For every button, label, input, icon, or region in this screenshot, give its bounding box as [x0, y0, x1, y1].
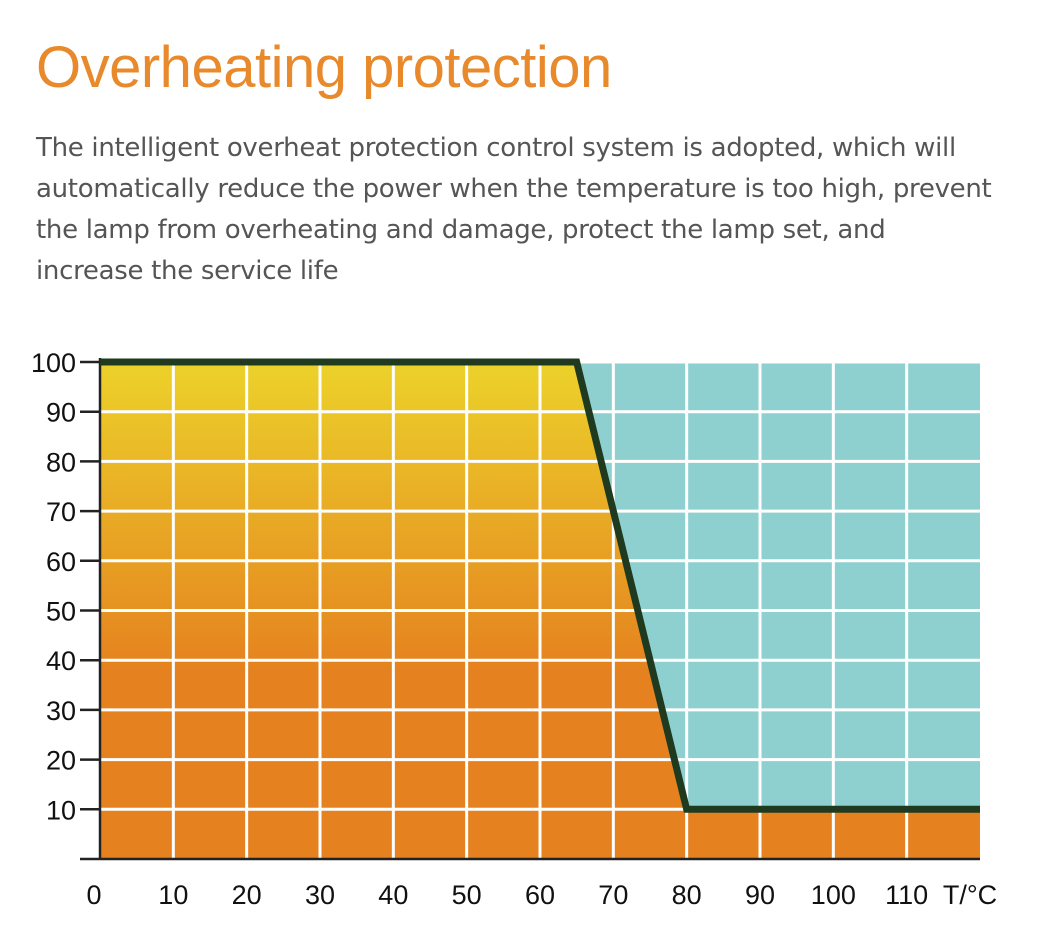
y-tick-label: 60	[46, 547, 76, 577]
y-tick-label: 10	[46, 795, 76, 825]
x-tick-label: 70	[598, 880, 628, 910]
y-tick-label: 90	[46, 398, 76, 428]
description-text: The intelligent overheat protection cont…	[36, 133, 992, 286]
x-tick-label: 30	[305, 880, 335, 910]
page-title: Overheating protection	[36, 35, 612, 100]
x-tick-label: 100	[811, 880, 856, 910]
y-tick-label: 20	[46, 746, 76, 776]
x-tick-label: 50	[452, 880, 482, 910]
x-tick-label: 40	[378, 880, 408, 910]
x-tick-label: 90	[745, 880, 775, 910]
y-tick-label: 50	[46, 597, 76, 627]
tick-labels: 10 20 30 40 50 60 70 80 90 100 0 10 20 30 40 50 60 70 80 90…	[31, 348, 997, 910]
x-tick-label: 0	[86, 880, 101, 910]
y-tick-label: 40	[46, 646, 76, 676]
x-tick-label: 10	[158, 880, 188, 910]
grid	[100, 360, 980, 859]
y-tick-label: 70	[46, 497, 76, 527]
axes	[80, 358, 980, 861]
y-tick-label: 80	[46, 447, 76, 477]
x-tick-label: 20	[232, 880, 262, 910]
x-tick-label: 110	[885, 880, 928, 910]
y-tick-label: 100	[31, 348, 76, 378]
x-tick-label: 60	[525, 880, 555, 910]
x-tick-label: 80	[672, 880, 702, 910]
x-axis-label: T/°C	[943, 880, 997, 910]
y-tick-label: 30	[46, 696, 76, 726]
power-curve	[100, 358, 980, 813]
